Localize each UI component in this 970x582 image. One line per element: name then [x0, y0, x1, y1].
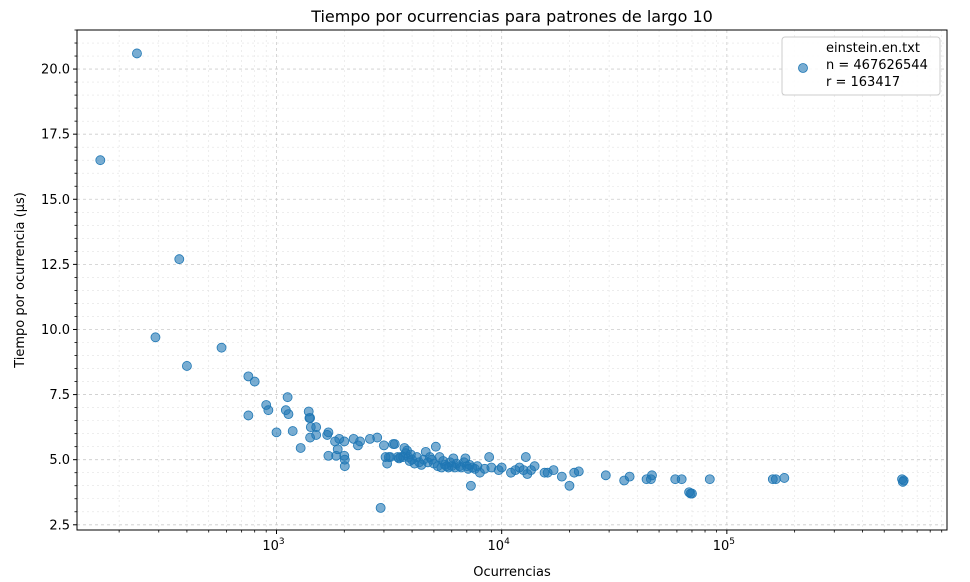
data-point	[339, 436, 350, 447]
data-point	[243, 371, 254, 382]
legend-label-file: einstein.en.txt	[826, 41, 920, 56]
y-tick-label: 2.5	[49, 518, 70, 533]
legend-label-n: n = 467626544	[826, 58, 928, 73]
data-point	[687, 488, 697, 499]
data-point	[647, 470, 657, 481]
data-point	[704, 474, 715, 485]
data-point	[372, 432, 383, 443]
data-point	[600, 470, 611, 481]
data-point	[564, 480, 575, 491]
data-point	[95, 155, 106, 166]
data-point	[484, 452, 495, 462]
data-point	[548, 465, 559, 476]
data-point	[283, 409, 294, 420]
data-point	[676, 474, 687, 485]
data-point	[174, 254, 185, 265]
data-point	[779, 473, 790, 483]
data-point	[287, 426, 298, 436]
data-point	[556, 471, 567, 482]
data-points	[95, 48, 909, 513]
chart-title: Tiempo por ocurrencias para patrones de …	[310, 7, 713, 26]
data-point	[520, 452, 531, 462]
x-tick-label: 104	[488, 537, 511, 554]
data-point	[770, 474, 781, 485]
data-point	[379, 440, 389, 451]
data-point	[339, 461, 350, 472]
y-tick-label: 12.5	[41, 258, 70, 273]
data-point	[624, 471, 635, 482]
data-point	[249, 376, 260, 387]
data-point	[355, 436, 365, 447]
y-tick-label: 10.0	[41, 323, 70, 338]
data-point	[573, 466, 584, 477]
legend: einstein.en.txt n = 467626544 r = 163417	[781, 36, 941, 96]
data-point	[216, 342, 227, 353]
data-point	[271, 427, 282, 438]
data-point	[466, 480, 476, 491]
data-point	[150, 332, 161, 343]
data-point	[132, 48, 142, 59]
data-point	[375, 502, 386, 513]
legend-box	[781, 36, 941, 96]
data-point	[182, 361, 192, 371]
y-tick-label: 5.0	[49, 453, 70, 468]
x-tick-label: 105	[713, 537, 735, 554]
data-point	[263, 405, 274, 416]
legend-marker	[798, 63, 808, 73]
y-tick-label: 20.0	[41, 63, 70, 78]
y-tick-label: 7.5	[49, 388, 70, 403]
data-point	[243, 410, 254, 421]
data-point	[389, 439, 400, 449]
data-point	[311, 422, 322, 433]
axis-ticks: 2.5 5.0 7.5 10.0 12.5 15.0 17.5 20.0 103 104 105	[41, 29, 943, 554]
data-point	[529, 461, 540, 472]
data-point	[295, 443, 306, 453]
x-axis-title: Ocurrencias	[473, 565, 551, 580]
data-point	[332, 444, 343, 455]
legend-label-r: r = 163417	[826, 75, 900, 90]
grid-lines	[77, 29, 947, 530]
data-point	[898, 475, 909, 486]
data-point	[282, 392, 293, 403]
x-tick-label: 103	[262, 537, 284, 554]
data-point	[430, 441, 441, 452]
data-point	[323, 427, 334, 438]
plot-area-frame	[76, 29, 948, 531]
y-tick-label: 15.0	[41, 193, 70, 208]
y-tick-label: 17.5	[41, 128, 70, 143]
data-point	[496, 462, 507, 473]
y-axis-title: Tiempo por ocurrencia (μs)	[13, 192, 28, 369]
data-point	[305, 413, 316, 423]
